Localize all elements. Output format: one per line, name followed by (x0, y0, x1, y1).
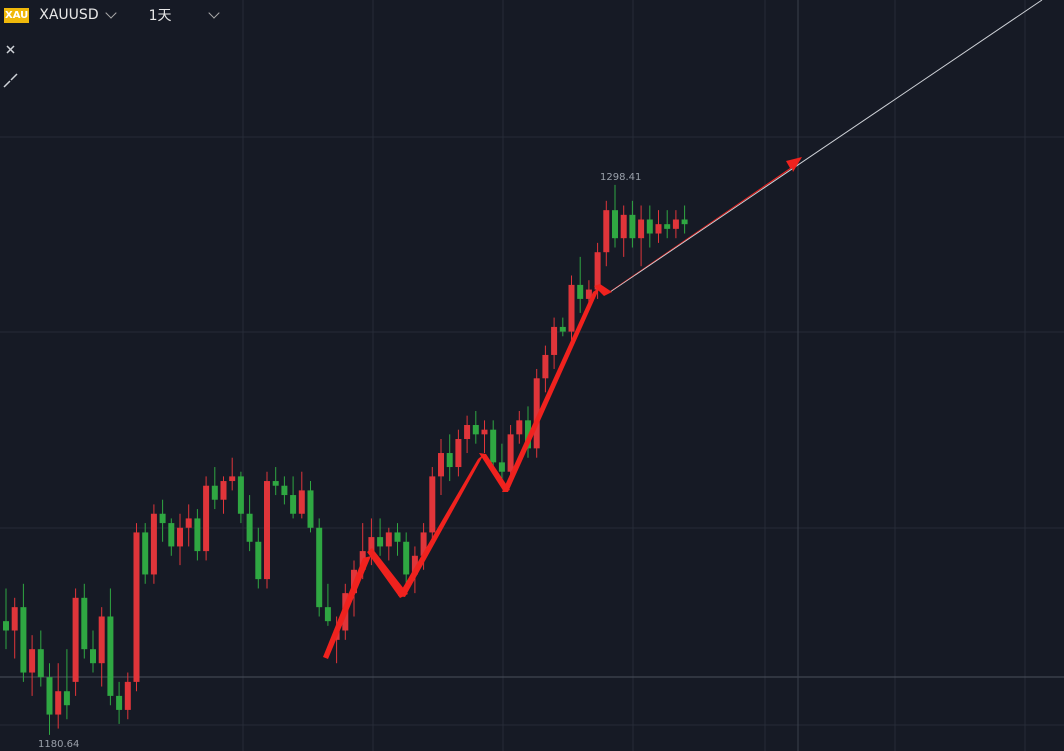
candle-body (603, 210, 610, 253)
candle-body (168, 523, 175, 547)
candle-body (185, 518, 192, 528)
candle-body (298, 490, 305, 514)
candle-body (46, 677, 53, 715)
candle-body (585, 289, 592, 299)
candle-body (203, 485, 210, 552)
candle-body (464, 425, 471, 440)
candle-body (481, 429, 488, 435)
candle-body (255, 541, 262, 580)
candle-body (385, 532, 392, 547)
low-label: 1180.64 (38, 739, 80, 750)
candle-body (446, 453, 453, 468)
candle-body (133, 532, 140, 682)
candle-body (394, 532, 401, 542)
candle-body (403, 541, 410, 575)
candle-body (577, 284, 584, 299)
candle-body (655, 224, 662, 234)
candles (3, 184, 688, 735)
candle-body (377, 537, 384, 547)
candle-body (3, 621, 9, 631)
dropdown[interactable] (207, 7, 220, 19)
candle-body (672, 219, 679, 229)
candle-body (272, 481, 279, 486)
symbol-icon: XAU (4, 7, 30, 23)
candle-body (290, 495, 297, 514)
candle-body (646, 219, 653, 234)
close-button[interactable] (6, 45, 15, 54)
candle-body (229, 476, 236, 482)
candle-body (264, 481, 270, 580)
candle-body (411, 555, 418, 575)
candle-body (237, 476, 244, 514)
candle-body (455, 439, 462, 468)
candle-body (629, 214, 636, 239)
candle-body (507, 434, 514, 472)
candle-body (220, 481, 227, 500)
candle-body (20, 607, 27, 673)
candle-body (525, 420, 531, 449)
candle-body (498, 462, 505, 472)
candle-body (490, 429, 497, 463)
candle-body (29, 649, 36, 673)
candle-body (420, 532, 427, 556)
candle-body (620, 214, 627, 239)
symbol[interactable]: XAUUSD (39, 7, 99, 23)
candle-body (150, 513, 157, 575)
candle-body (594, 252, 601, 290)
candle-body (142, 532, 149, 575)
candle-body (55, 691, 62, 715)
candle-body (37, 649, 44, 678)
candle-body (559, 326, 566, 332)
candle-body (72, 597, 79, 682)
candle-body (177, 527, 183, 547)
candle-body (551, 326, 558, 355)
candle-body (472, 425, 479, 435)
candle-body (638, 219, 645, 239)
candle-body (542, 354, 549, 379)
candle-body (159, 513, 166, 524)
candle-body (281, 485, 288, 496)
candle-body (107, 616, 114, 696)
dropdown[interactable] (104, 7, 117, 19)
candle-body (116, 695, 123, 710)
candle-body (664, 224, 671, 229)
candle-body (90, 649, 96, 664)
candle-body (681, 219, 688, 225)
arrows (323, 157, 802, 659)
trend-line (609, 0, 1043, 293)
candle-body (612, 210, 618, 239)
candle-body (324, 607, 331, 622)
candle-body (63, 691, 70, 706)
interval[interactable]: 1天 (148, 8, 172, 24)
collapse-button[interactable] (3, 73, 18, 88)
candle-body (194, 518, 201, 552)
candle-body (368, 537, 375, 552)
candle-body (11, 607, 18, 631)
candle-body (316, 527, 323, 608)
candle-body (81, 597, 88, 650)
candle-body (307, 490, 314, 528)
candle-body (438, 453, 444, 477)
high-label: 1298.41 (600, 172, 642, 183)
candle-body (568, 284, 575, 332)
candle-body (516, 420, 523, 435)
candle-body (429, 476, 436, 533)
toolbar (3, 45, 18, 88)
candle-body (246, 513, 253, 542)
candle-body (533, 378, 540, 449)
candle-body (211, 485, 218, 500)
candle-body (124, 681, 131, 710)
header: XAU XAUUSD 1天 (4, 5, 252, 25)
candle-body (98, 616, 105, 664)
